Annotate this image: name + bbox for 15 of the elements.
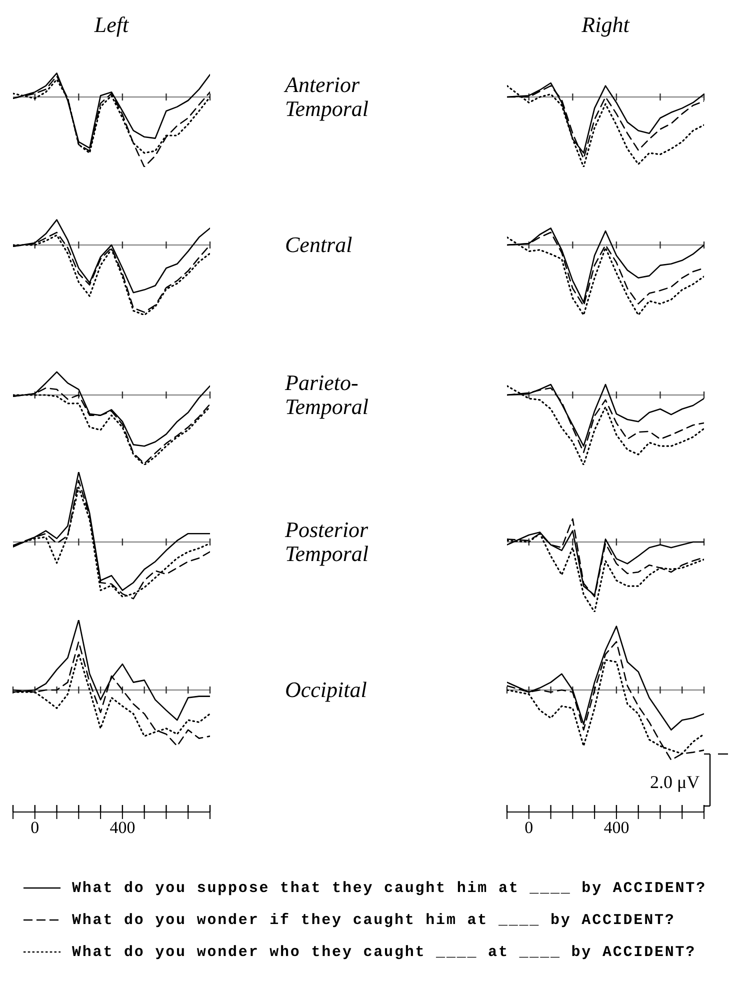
text: Occipital (285, 677, 368, 702)
chart-title: Right (580, 12, 631, 38)
x-tick-label: 0 (30, 818, 40, 838)
legend-label: What do you wonder who they caught ____ at ____ by ACCIDENT? (72, 944, 696, 960)
text: Posterior Temporal (285, 517, 370, 566)
text: Anterior Temporal (285, 72, 370, 121)
legend-label: What do you suppose that they caught him at ____ by ACCIDENT? (72, 880, 706, 896)
x-tick-label: 0 (524, 818, 534, 838)
x-tick-label: 400 (110, 818, 136, 838)
x-tick-label: 400 (604, 818, 630, 838)
text: Parieto-Temporal (285, 370, 370, 419)
chart-title: Left (93, 12, 130, 38)
text: 2.0 μV (650, 772, 700, 793)
text: Central (285, 232, 354, 257)
legend-label: What do you wonder if they caught him at ____ by ACCIDENT? (72, 912, 676, 928)
